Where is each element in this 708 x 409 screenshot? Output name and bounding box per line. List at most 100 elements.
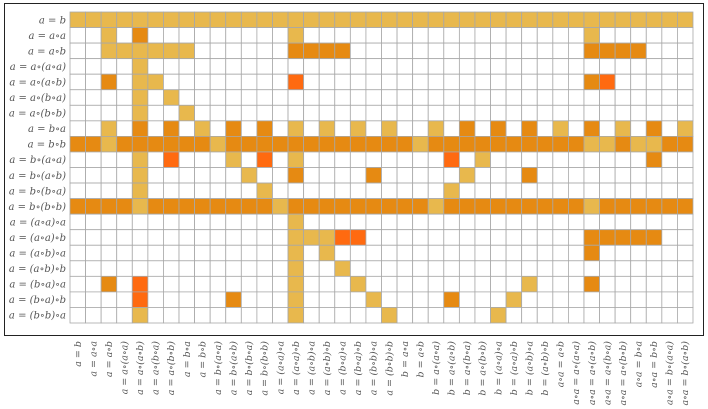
heatmap-cell	[100, 42, 118, 60]
heatmap-cell	[381, 11, 398, 28]
heatmap-cell	[505, 307, 523, 324]
heatmap-cell	[303, 27, 320, 44]
heatmap-cell	[349, 213, 367, 231]
heatmap-cell	[630, 198, 647, 215]
heatmap-cell	[85, 120, 102, 137]
heatmap-cell	[318, 58, 336, 75]
column-label: a∘a = b∘(a∘b)	[680, 341, 691, 406]
heatmap-cell	[552, 89, 569, 106]
heatmap-cell	[194, 89, 211, 106]
column-label: a = a∘(a∘b)	[135, 341, 146, 395]
heatmap-cell	[225, 167, 242, 184]
heatmap-cell	[178, 151, 195, 168]
heatmap-cell	[396, 291, 414, 308]
heatmap-cell	[599, 182, 616, 200]
heatmap-cell	[131, 198, 149, 215]
column-label: b = a∘(a∘a)	[431, 341, 442, 395]
heatmap-cell	[677, 58, 694, 75]
heatmap-cell	[334, 58, 351, 75]
heatmap-cell	[69, 42, 86, 60]
heatmap-cell	[568, 27, 585, 44]
heatmap-cell	[583, 11, 600, 28]
heatmap-cell	[474, 307, 491, 324]
column-label: a∘a = a∘(b∘b)	[618, 341, 629, 406]
heatmap-cell	[645, 151, 663, 168]
heatmap-cell	[427, 58, 445, 75]
heatmap-cell	[661, 89, 678, 106]
heatmap-cell	[240, 135, 258, 153]
heatmap-cell	[645, 275, 663, 293]
heatmap-cell	[396, 244, 414, 262]
heatmap-cell	[147, 58, 164, 75]
heatmap-cell	[365, 229, 382, 246]
heatmap-cell	[100, 27, 118, 44]
heatmap-cell	[209, 213, 227, 231]
heatmap-cell	[552, 182, 569, 200]
heatmap-cell	[381, 58, 398, 75]
heatmap-cell	[412, 42, 429, 60]
row-label: a = b∘(b∘b)	[8, 202, 66, 213]
heatmap-cell	[505, 73, 523, 91]
heatmap-cell	[427, 89, 445, 106]
heatmap-cell	[256, 167, 273, 184]
heatmap-cell	[599, 213, 616, 231]
column-label: a = (b∘a)∘b	[353, 341, 364, 395]
heatmap-cell	[256, 104, 273, 122]
heatmap-cell	[474, 151, 491, 168]
heatmap-cell	[131, 27, 149, 44]
heatmap-cell	[599, 11, 616, 28]
heatmap-cell	[521, 291, 538, 308]
heatmap-cell	[412, 307, 429, 324]
heatmap-cell	[100, 182, 118, 200]
heatmap-cell	[599, 120, 616, 137]
heatmap-cell	[85, 73, 102, 91]
heatmap-cell	[396, 135, 414, 153]
heatmap-cell	[365, 42, 382, 60]
row-label: a = (a∘b)∘a	[9, 249, 66, 260]
heatmap-cell	[256, 182, 273, 200]
heatmap-cell	[583, 27, 600, 44]
heatmap-cell	[645, 11, 663, 28]
heatmap-cell	[131, 291, 149, 308]
heatmap-cell	[645, 167, 663, 184]
heatmap-cell	[365, 135, 382, 153]
heatmap-cell	[677, 120, 694, 137]
heatmap-cell	[536, 244, 554, 262]
heatmap-cell	[552, 151, 569, 168]
heatmap-cell	[178, 73, 195, 91]
heatmap-cell	[100, 167, 118, 184]
heatmap-cell	[630, 58, 647, 75]
heatmap-cell	[599, 275, 616, 293]
heatmap-cell	[645, 198, 663, 215]
heatmap-cell	[661, 198, 678, 215]
heatmap-cell	[272, 260, 289, 277]
heatmap-cell	[209, 167, 227, 184]
heatmap-cell	[240, 244, 258, 262]
heatmap-cell	[630, 229, 647, 246]
heatmap-cell	[552, 229, 569, 246]
heatmap-cell	[147, 167, 164, 184]
heatmap-cell	[209, 73, 227, 91]
heatmap-cell	[505, 291, 523, 308]
heatmap-cell	[318, 229, 336, 246]
heatmap-cell	[536, 89, 554, 106]
heatmap-cell	[85, 213, 102, 231]
heatmap-cell	[85, 104, 102, 122]
heatmap-cell	[178, 89, 195, 106]
heatmap-cell	[614, 275, 632, 293]
heatmap-cell	[614, 58, 632, 75]
row-label: a = (a∘a)∘b	[9, 233, 66, 244]
heatmap-cell	[505, 11, 523, 28]
heatmap-cell	[178, 244, 195, 262]
heatmap-cell	[599, 229, 616, 246]
heatmap-cell	[381, 42, 398, 60]
heatmap-cell	[147, 213, 164, 231]
heatmap-cell	[240, 120, 258, 137]
heatmap-cell	[381, 182, 398, 200]
heatmap-cell	[614, 135, 632, 153]
column-labels: a = b a = a∘a a = a∘b a = a∘(a∘a) a = a∘(a∘b…	[73, 341, 691, 406]
heatmap-cell	[458, 291, 476, 308]
heatmap-cell	[505, 244, 523, 262]
heatmap-cell	[412, 11, 429, 28]
heatmap-cell	[490, 27, 507, 44]
